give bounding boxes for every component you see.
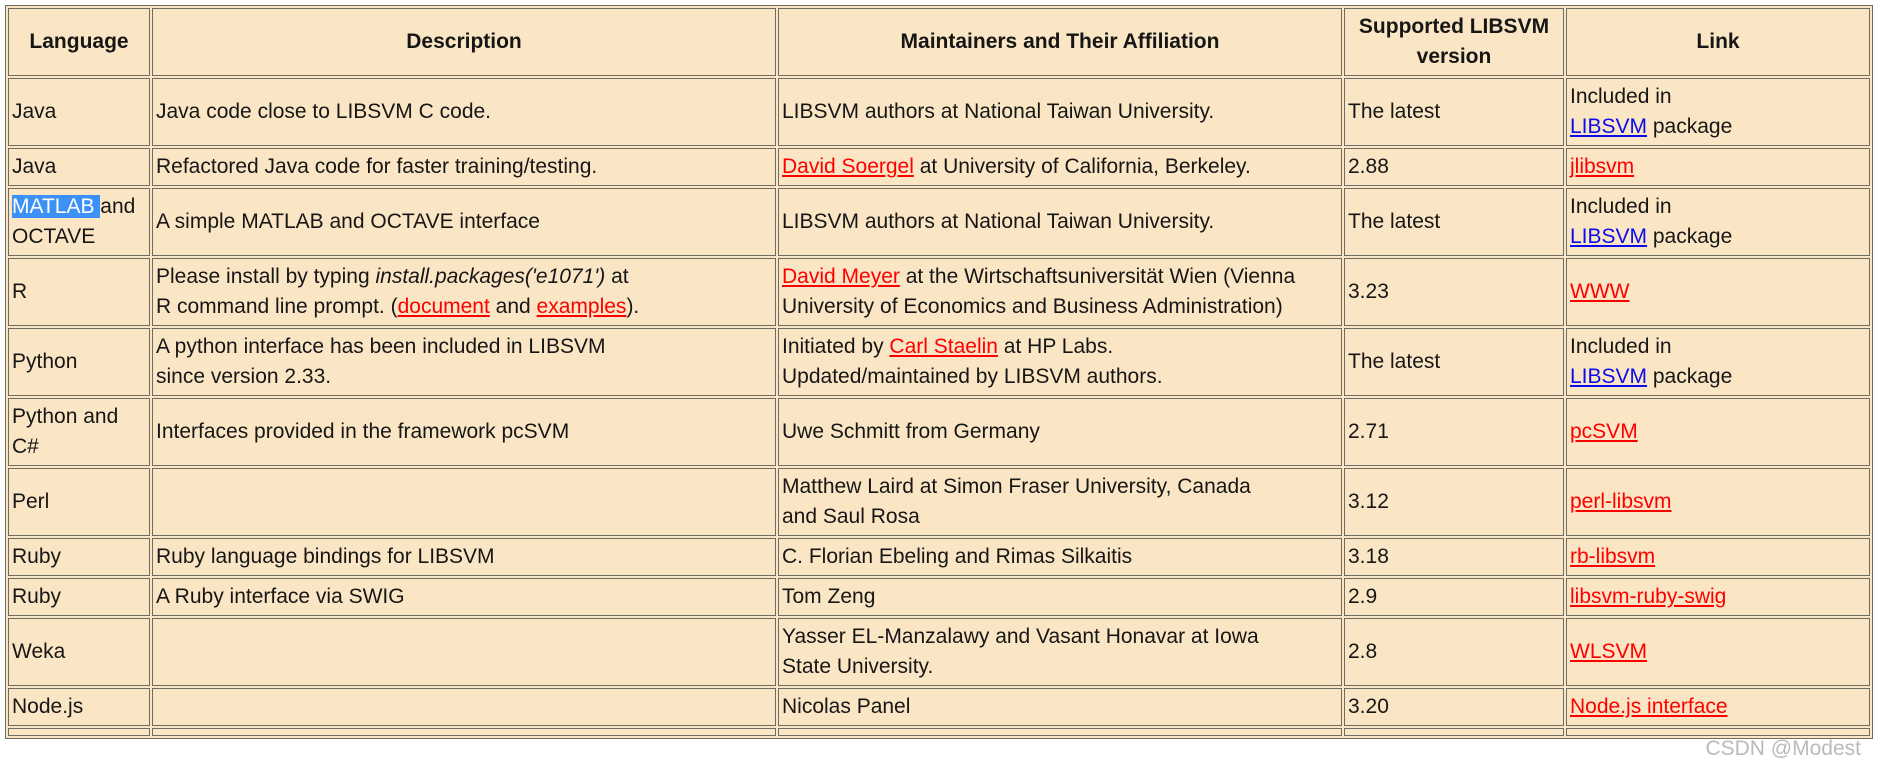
link-wlsvm[interactable]: WLSVM [1570,640,1648,663]
table-cell: A simple MATLAB and OCTAVE interface [152,188,776,256]
table-row: Python A python interface has been includ… [8,328,1870,396]
code-italic: install.packages('e1071') [375,265,606,288]
link-libsvm[interactable]: LIBSVM [1570,225,1648,248]
table-row: MATLAB and OCTAVE A simple MATLAB and OCT… [8,188,1870,256]
column-header-maintainers-and-their-affiliation: Maintainers and Their Affiliation [778,8,1342,76]
link-perl-libsvm[interactable]: perl-libsvm [1570,490,1672,513]
table-body: Java Java code close to LIBSVM C code. LIB… [8,78,1870,736]
table-cell: WLSVM [1566,618,1870,686]
table-cell: Ruby [8,578,150,616]
link-david-soergel[interactable]: David Soergel [782,155,914,178]
table-cell [1566,728,1870,736]
table-cell: libsvm-ruby-swig [1566,578,1870,616]
table-row: Ruby Ruby language bindings for LIBSVM C. … [8,538,1870,576]
link-www[interactable]: WWW [1570,280,1630,303]
table-cell [1344,728,1564,736]
table-cell: 2.8 [1344,618,1564,686]
table-cell: Python [8,328,150,396]
csdn-watermark: CSDN @Modest [1705,737,1861,760]
table-cell: Ruby [8,538,150,576]
column-header-supported-libsvm-version: Supported LIBSVM version [1344,8,1564,76]
table-row [8,728,1870,736]
table-cell: 2.71 [1344,398,1564,466]
table-cell: Nicolas Panel [778,688,1342,726]
table-cell: Java code close to LIBSVM C code. [152,78,776,146]
table-row: Java Java code close to LIBSVM C code. LIB… [8,78,1870,146]
table-cell: LIBSVM authors at National Taiwan Univer… [778,78,1342,146]
table-cell [152,728,776,736]
table-row: Python and C# Interfaces provided in the … [8,398,1870,466]
table-cell: Ruby language bindings for LIBSVM [152,538,776,576]
table-cell: David Meyer at the Wirtschaftsuniversitä… [778,258,1342,326]
libsvm-interfaces-table: Language Description Maintainers and Their… [5,5,1873,739]
table-row: Weka Yasser EL-Manzalawy and Vasant Honav… [8,618,1870,686]
table-cell: Interfaces provided in the framework pcS… [152,398,776,466]
selected-text: MATLAB [12,195,101,218]
table-cell: Perl [8,468,150,536]
table-cell: The latest [1344,328,1564,396]
table-cell: Yasser EL-Manzalawy and Vasant Honavar a… [778,618,1342,686]
table-row: Java Refactored Java code for faster trai… [8,148,1870,186]
link-rb-libsvm[interactable]: rb-libsvm [1570,545,1656,568]
table-cell: Weka [8,618,150,686]
link-node-js-interface[interactable]: Node.js interface [1570,695,1728,718]
table-cell: Included in LIBSVM package [1566,78,1870,146]
column-header-description: Description [152,8,776,76]
table-cell: The latest [1344,78,1564,146]
table-cell: pcSVM [1566,398,1870,466]
link-examples[interactable]: examples [536,295,627,318]
table-cell: Matthew Laird at Simon Fraser University… [778,468,1342,536]
table-cell: A python interface has been included in … [152,328,776,396]
table-cell [152,468,776,536]
table-cell: C. Florian Ebeling and Rimas Silkaitis [778,538,1342,576]
link-document[interactable]: document [397,295,490,318]
table-cell: perl-libsvm [1566,468,1870,536]
link-libsvm-ruby-swig[interactable]: libsvm-ruby-swig [1570,585,1727,608]
table-cell: The latest [1344,188,1564,256]
table-cell: jlibsvm [1566,148,1870,186]
table-cell: rb-libsvm [1566,538,1870,576]
table-cell: Uwe Schmitt from Germany [778,398,1342,466]
table-cell: Tom Zeng [778,578,1342,616]
table-cell: Java [8,78,150,146]
column-header-link: Link [1566,8,1870,76]
table-cell: 3.18 [1344,538,1564,576]
table-cell: Node.js interface [1566,688,1870,726]
table-cell: Included in LIBSVM package [1566,328,1870,396]
table-cell [152,688,776,726]
table-cell: 3.23 [1344,258,1564,326]
table-cell: Node.js [8,688,150,726]
link-carl-staelin[interactable]: Carl Staelin [889,335,998,358]
table-cell: David Soergel at University of Californi… [778,148,1342,186]
table-row: R Please install by typing install.packag… [8,258,1870,326]
table-row: Perl Matthew Laird at Simon Fraser Univer… [8,468,1870,536]
table-row: Node.js Nicolas Panel 3.20 Node.js interfac… [8,688,1870,726]
table-cell: 2.9 [1344,578,1564,616]
table-cell: Python and C# [8,398,150,466]
table-cell [778,728,1342,736]
table-cell: 2.88 [1344,148,1564,186]
column-header-language: Language [8,8,150,76]
link-libsvm[interactable]: LIBSVM [1570,365,1648,388]
table-cell [8,728,150,736]
table-cell: Refactored Java code for faster training… [152,148,776,186]
table-cell: Included in LIBSVM package [1566,188,1870,256]
table-row: Ruby A Ruby interface via SWIG Tom Zeng 2.9… [8,578,1870,616]
table-cell: 3.12 [1344,468,1564,536]
table-cell: WWW [1566,258,1870,326]
table-cell [152,618,776,686]
table-cell: A Ruby interface via SWIG [152,578,776,616]
header-row: Language Description Maintainers and Their… [8,8,1870,76]
link-jlibsvm[interactable]: jlibsvm [1570,155,1635,178]
link-david-meyer[interactable]: David Meyer [782,265,900,288]
link-pcsvm[interactable]: pcSVM [1570,420,1638,443]
table-cell: Java [8,148,150,186]
table-cell: 3.20 [1344,688,1564,726]
table-cell: MATLAB and OCTAVE [8,188,150,256]
table-cell: Initiated by Carl Staelin at HP Labs. Upd… [778,328,1342,396]
table-cell: Please install by typing install.package… [152,258,776,326]
table-cell: LIBSVM authors at National Taiwan Univer… [778,188,1342,256]
table-cell: R [8,258,150,326]
link-libsvm[interactable]: LIBSVM [1570,115,1648,138]
